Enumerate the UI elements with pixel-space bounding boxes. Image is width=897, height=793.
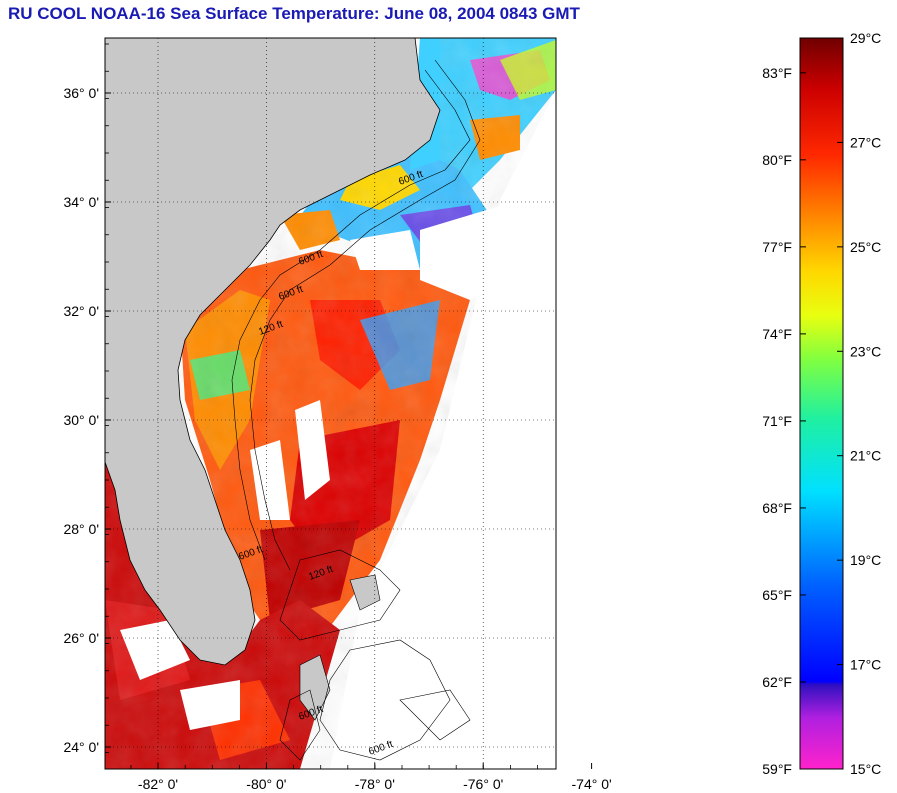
colorbar-f-label: 83°F — [762, 65, 792, 81]
colorbar-c-label: 15°C — [850, 761, 881, 777]
colorbar-f-label: 71°F — [762, 413, 792, 429]
longitude-axis: -82° 0' -80° 0' -78° 0' -76° 0' -74° 0' — [130, 763, 612, 792]
colorbar-f-label: 80°F — [762, 152, 792, 168]
bathymetry-contours — [231, 59, 481, 761]
lon-tick-label: -74° 0' — [572, 776, 612, 792]
colorbar-f-label: 62°F — [762, 674, 792, 690]
cloud-gap — [295, 400, 330, 500]
lat-tick-label: 26° 0' — [63, 630, 99, 646]
colorbar-gradient — [800, 38, 843, 769]
contour-600ft — [231, 69, 471, 561]
colorbar-f-label: 77°F — [762, 239, 792, 255]
contour-bank — [399, 689, 471, 741]
colorbar-f-label: 74°F — [762, 326, 792, 342]
colorbar-c-label: 29°C — [850, 30, 881, 46]
no-data-area — [330, 90, 556, 769]
colorbar-c-label: 19°C — [850, 552, 881, 568]
colorbar-f-label: 65°F — [762, 587, 792, 603]
lat-tick-label: 30° 0' — [63, 412, 99, 428]
us-east-coast-land — [105, 38, 441, 666]
latitude-axis: 36° 0' 34° 0' 32° 0' 30° 0' 28° 0' 26° 0' 24° … — [63, 43, 111, 755]
lon-tick-label: -82° 0' — [138, 776, 178, 792]
colorbar-c-label: 17°C — [850, 657, 881, 673]
lon-tick-label: -78° 0' — [355, 776, 395, 792]
colorbar-f-label: 59°F — [762, 761, 792, 777]
page-title: RU COOL NOAA-16 Sea Surface Temperature:… — [8, 4, 580, 23]
contour-bank — [279, 689, 321, 761]
colorbar-fahrenheit-scale: 83°F 80°F 77°F 74°F 71°F 68°F 65°F 62°F 59°F — [762, 65, 806, 777]
contour-bank — [319, 639, 451, 761]
lat-tick-label: 28° 0' — [63, 521, 99, 537]
cloud-gap — [350, 230, 420, 270]
lat-tick-label: 36° 0' — [63, 85, 99, 101]
lat-tick-label: 24° 0' — [63, 739, 99, 755]
cloud-gap — [120, 620, 190, 680]
sst-swath — [105, 38, 556, 769]
colorbar-celsius-scale: 29°C 27°C 25°C 23°C 21°C 19°C 17°C 15°C — [837, 30, 881, 777]
lon-tick-label: -80° 0' — [246, 776, 286, 792]
bahamas-island — [299, 654, 331, 721]
colorbar-f-label: 68°F — [762, 500, 792, 516]
colorbar-c-label: 27°C — [850, 134, 881, 150]
lat-tick-label: 34° 0' — [63, 194, 99, 210]
contour-bank — [279, 549, 401, 641]
colorbar-frame — [799, 37, 844, 770]
lon-tick-label: -76° 0' — [463, 776, 503, 792]
map-frame — [104, 37, 557, 770]
colorbar-c-label: 21°C — [850, 448, 881, 464]
contour-120ft — [249, 59, 481, 571]
lat-tick-label: 32° 0' — [63, 303, 99, 319]
bahamas-island — [349, 574, 381, 611]
land — [105, 38, 441, 721]
colorbar-c-label: 25°C — [850, 239, 881, 255]
cloud-gap — [250, 440, 290, 520]
colorbar-c-label: 23°C — [850, 343, 881, 359]
cloud-gap — [180, 680, 240, 730]
colorbar: 83°F 80°F 77°F 74°F 71°F 68°F 65°F 62°F 59°F 29°… — [762, 30, 881, 777]
